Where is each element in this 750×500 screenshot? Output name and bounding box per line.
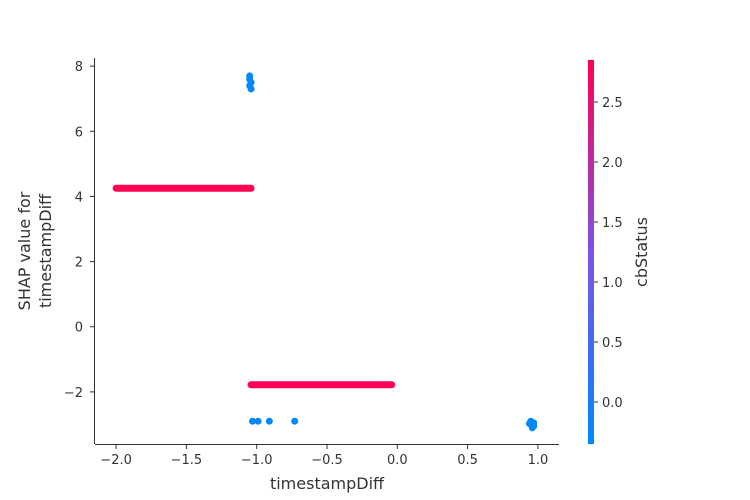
data-point xyxy=(248,417,256,425)
y-tick-label: 0 xyxy=(75,321,83,336)
x-tick-label: −2.0 xyxy=(100,453,132,468)
colorbar-label: cbStatus xyxy=(632,217,651,287)
x-tick-label: 1.0 xyxy=(528,453,549,468)
colorbar-ticks: 0.0 0.5 1.0 1.5 2.0 2.5 xyxy=(594,96,623,411)
data-point xyxy=(291,417,299,425)
colorbar-tick-label: 0.5 xyxy=(602,336,623,351)
x-tick-label: −1.0 xyxy=(241,453,273,468)
y-tick-label: 6 xyxy=(75,125,83,140)
y-tick-label: −2 xyxy=(64,386,83,401)
x-tick-label: −1.5 xyxy=(171,453,203,468)
plot-area xyxy=(112,72,538,432)
colorbar-tick-label: 1.0 xyxy=(602,276,623,291)
y-tick-label: 2 xyxy=(75,256,83,271)
x-tick-label: 0.0 xyxy=(387,453,408,468)
x-tick-label: −0.5 xyxy=(311,453,343,468)
colorbar-tick-label: 1.5 xyxy=(602,216,623,231)
data-point xyxy=(254,417,262,425)
y-tick-label: 8 xyxy=(75,60,83,75)
y-axis-label-line-1: SHAP value for xyxy=(15,191,34,310)
colorbar-tick-label: 0.0 xyxy=(602,396,623,411)
data-point xyxy=(247,85,255,93)
x-axis: −2.0 −1.5 −1.0 −0.5 0.0 0.5 1.0 xyxy=(95,444,559,468)
y-axis-label-line-2: timestampDiff xyxy=(36,193,55,308)
x-axis-label: timestampDiff xyxy=(270,474,385,493)
colorbar-tick-label: 2.5 xyxy=(602,96,623,111)
y-tick-label: 4 xyxy=(75,190,83,205)
y-axis: −2 0 2 4 6 8 xyxy=(64,58,95,444)
data-point xyxy=(525,419,533,427)
colorbar: 0.0 0.5 1.0 1.5 2.0 2.5 cbStatus xyxy=(588,60,651,444)
y-axis-label: SHAP value for timestampDiff xyxy=(15,191,55,310)
data-point xyxy=(265,417,273,425)
colorbar-tick-label: 2.0 xyxy=(602,156,623,171)
x-tick-label: 0.5 xyxy=(457,453,478,468)
colorbar-gradient xyxy=(588,60,594,444)
